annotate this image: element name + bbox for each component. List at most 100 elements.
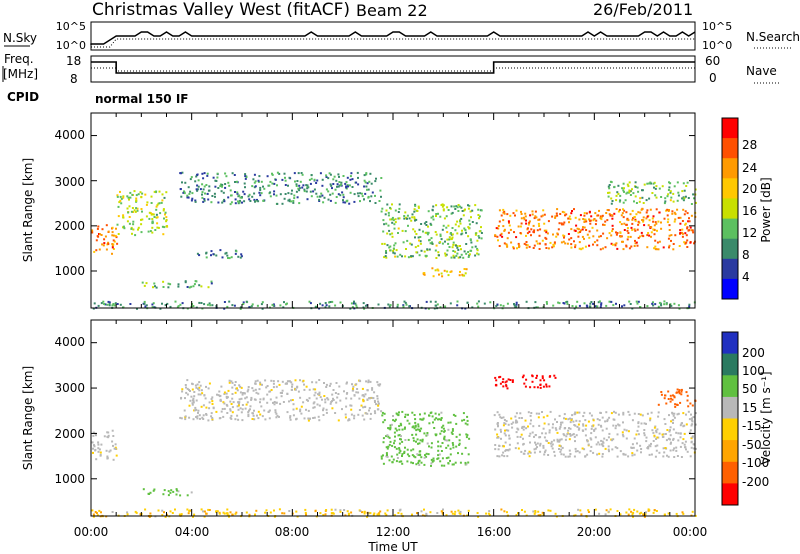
power-cells-cell-3 — [468, 219, 471, 222]
vel-cells-cell-5 — [529, 386, 532, 389]
power-cells-cell-3 — [467, 226, 470, 229]
vel-cells-cell-1 — [312, 402, 315, 405]
vel-cells-cell-1 — [181, 388, 184, 391]
vel-cells-cell-2 — [465, 436, 468, 439]
vel-cells-cell-1 — [299, 396, 302, 399]
vel-cells-cell-1 — [207, 387, 210, 390]
vel-cells-cell-4 — [643, 432, 646, 435]
power-cells-cell-3 — [456, 246, 459, 249]
vel-cells-cell-4 — [497, 425, 499, 428]
power-cells-cell-7 — [599, 215, 602, 218]
power-cells-cell-1 — [145, 215, 148, 218]
vel-cells-cell-2 — [420, 427, 423, 430]
power-cells-cell-2 — [225, 175, 228, 178]
power-cells-cell-7 — [596, 239, 599, 242]
vel-cells-cell-4 — [613, 418, 616, 421]
power-cells-cell-7 — [553, 242, 556, 245]
power-cells-cell-2 — [203, 198, 206, 201]
vel-cells-cell-1 — [266, 401, 269, 404]
power-cells-cell-2 — [369, 172, 372, 175]
power-cells-cell-7 — [646, 209, 649, 212]
power-cells-cell-3 — [462, 214, 465, 217]
power-cells-cell-2 — [337, 173, 340, 176]
power-cells-cell-6 — [184, 280, 187, 283]
vel-cells-cell-7 — [350, 511, 353, 514]
power-cells-cell-2 — [247, 195, 250, 198]
vel-cells-cell-1 — [290, 399, 292, 402]
power-cells-cell-2 — [211, 195, 214, 197]
vel-cells-cell-4 — [621, 431, 624, 434]
vel-cells-cell-4 — [548, 431, 551, 434]
power-cells-cell-7 — [520, 217, 523, 220]
power-cells-cell-2 — [244, 186, 246, 189]
power-cells-cell-7 — [506, 237, 509, 240]
power-cells-cell-2 — [243, 193, 246, 196]
power-cells-cell-9 — [192, 305, 195, 307]
vel-cells-cell-4 — [588, 412, 591, 415]
power-cells-cell-8 — [609, 180, 612, 183]
vel-cells-cell-0 — [112, 435, 115, 437]
power-cells-cell-2 — [378, 200, 381, 202]
vel-cells-cell-4 — [631, 419, 634, 422]
power-cells-cell-9 — [429, 300, 432, 303]
power-cells-cell-7 — [598, 209, 600, 212]
vel-cells-cell-4 — [604, 420, 607, 423]
vel-cells-cell-1 — [236, 389, 239, 392]
vel-cells-cell-1 — [231, 393, 234, 395]
power-cells-cell-4 — [464, 272, 467, 275]
vel-cells-cell-1 — [254, 380, 257, 383]
power-cells-cell-0 — [111, 252, 113, 255]
power-cells-cell-0 — [98, 248, 101, 251]
power-cells-cell-1 — [137, 226, 140, 229]
power-cells-cell-2 — [306, 185, 309, 188]
vel-cells-cell-7 — [377, 512, 380, 515]
power-cells-cell-7 — [584, 218, 587, 221]
power-cells-cell-8 — [627, 185, 630, 188]
power-cells-cell-7 — [536, 242, 539, 245]
power-cells-cell-2 — [293, 197, 296, 200]
power-cells-cell-1 — [151, 218, 154, 220]
power-cells-cell-7 — [577, 235, 580, 238]
power-cells-cell-2 — [327, 190, 330, 193]
power-cells-cell-2 — [239, 196, 242, 199]
power-cells-cell-9 — [396, 305, 399, 308]
vel-cells-cell-7 — [457, 509, 460, 512]
power-cells-cell-1 — [133, 190, 136, 193]
power-cells-cell-3 — [423, 250, 426, 253]
power-cells-cell-7 — [580, 248, 583, 251]
power-cells-cell-2 — [216, 172, 219, 175]
vel-cells-cell-4 — [549, 410, 552, 413]
power-cells-cell-3 — [405, 248, 407, 250]
power-cells-cell-3 — [431, 241, 433, 244]
vel-cells-cell-4 — [523, 425, 526, 428]
vel-cells-cell-4 — [547, 442, 550, 444]
power-cells-cell-2 — [201, 191, 204, 194]
power-cells-cell-0 — [114, 234, 117, 237]
power-cells-cell-1 — [136, 207, 139, 210]
vel-cells-cell-1 — [275, 396, 278, 399]
vel-cells-cell-1 — [371, 387, 374, 390]
power-cells-cell-7 — [573, 229, 576, 232]
vel-cells-cell-1 — [350, 413, 353, 416]
power-cells-cell-7 — [582, 226, 584, 229]
power-cells-cell-2 — [332, 183, 335, 185]
power-cbar-tick-8: 8 — [742, 248, 750, 262]
vel-cells-cell-4 — [679, 432, 682, 435]
frequency-panel: Freq. [MHz] 18 8 60 0 Nave — [2, 52, 780, 86]
vel-cells-cell-4 — [567, 429, 570, 432]
power-cells-cell-7 — [640, 231, 643, 234]
vel-cells-cell-4 — [608, 416, 611, 419]
power-cells-cell-7 — [627, 235, 630, 238]
power-cells-cell-7 — [565, 213, 568, 216]
vel-cells-cell-7 — [304, 511, 307, 514]
power-cells-cell-7 — [611, 228, 614, 231]
power-cells-cell-8 — [607, 191, 609, 194]
vel-cells-cell-7 — [273, 509, 275, 512]
power-cells-cell-1 — [135, 197, 138, 200]
vel-cells-cell-2 — [444, 439, 447, 442]
power-cbar-cells-swatch-3 — [722, 178, 738, 199]
power-cells-cell-8 — [622, 201, 625, 204]
power-cells-cell-9 — [670, 304, 673, 307]
vel-cells-cell-1 — [291, 385, 293, 388]
power-cells-cell-1 — [122, 225, 125, 228]
